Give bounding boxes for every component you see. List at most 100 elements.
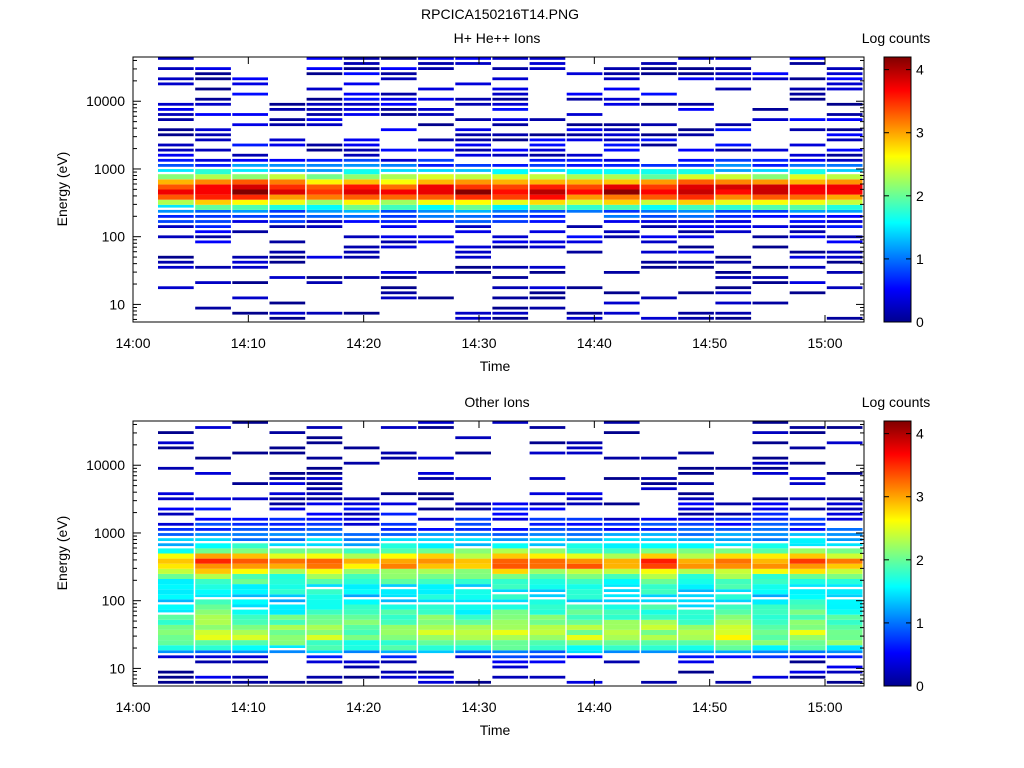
heatmap-cell bbox=[492, 286, 529, 290]
heatmap-cell bbox=[566, 502, 603, 506]
heatmap-cell bbox=[603, 614, 640, 620]
heatmap-cell bbox=[715, 579, 752, 585]
heatmap-cell bbox=[492, 215, 529, 218]
heatmap-cell bbox=[195, 113, 231, 116]
heatmap-cell bbox=[715, 301, 752, 305]
heatmap-cell bbox=[603, 179, 640, 185]
heatmap-cell bbox=[789, 158, 826, 162]
heatmap-cell bbox=[455, 568, 491, 574]
heatmap-cell bbox=[529, 477, 566, 480]
heatmap-cell bbox=[529, 265, 566, 269]
heatmap-cell bbox=[455, 82, 491, 86]
heatmap-cell bbox=[826, 128, 863, 132]
heatmap-cell bbox=[195, 497, 231, 501]
heatmap-cell bbox=[715, 271, 752, 274]
heatmap-cell bbox=[603, 72, 640, 76]
heatmap-cell bbox=[269, 123, 306, 127]
heatmap-cell bbox=[158, 624, 194, 630]
heatmap-cell bbox=[158, 533, 194, 536]
heatmap-cell bbox=[492, 512, 529, 516]
heatmap-cell bbox=[789, 670, 826, 674]
heatmap-cell bbox=[492, 164, 529, 167]
heatmap-cell bbox=[418, 614, 454, 620]
heatmap-cell bbox=[603, 199, 640, 205]
heatmap-cell bbox=[269, 522, 306, 526]
heatmap-cell bbox=[752, 614, 789, 620]
heatmap-cell bbox=[380, 645, 417, 651]
heatmap-cell bbox=[232, 158, 268, 162]
heatmap-cell bbox=[343, 502, 380, 506]
heatmap-cell bbox=[158, 640, 194, 646]
heatmap-cell bbox=[789, 169, 826, 175]
heatmap-cell bbox=[678, 245, 714, 249]
heatmap-cell bbox=[492, 67, 529, 70]
heatmap-cell bbox=[826, 548, 863, 554]
heatmap-cell bbox=[603, 189, 640, 195]
heatmap-cell bbox=[492, 199, 529, 205]
heatmap-cell bbox=[529, 640, 566, 646]
heatmap-cell bbox=[343, 599, 380, 605]
heatmap-cell bbox=[158, 599, 194, 603]
heatmap-cell bbox=[826, 507, 863, 511]
heatmap-cell bbox=[789, 204, 826, 210]
heatmap-cell bbox=[306, 174, 343, 180]
heatmap-cell bbox=[455, 143, 491, 147]
heatmap-cell bbox=[195, 472, 231, 475]
heatmap-cell bbox=[789, 594, 826, 600]
x-ticks: 14:00 14:10 14:20 14:30 14:40 14:50 15:00 bbox=[115, 57, 843, 351]
heatmap-cell bbox=[455, 619, 491, 625]
heatmap-cell bbox=[529, 609, 566, 615]
heatmap-cell bbox=[380, 579, 417, 585]
heatmap-cell bbox=[603, 164, 640, 167]
heatmap-cell bbox=[455, 164, 491, 167]
heatmap-cell bbox=[343, 650, 380, 654]
heatmap-cell bbox=[195, 568, 231, 574]
heatmap-cell bbox=[455, 128, 491, 132]
heatmap-cell bbox=[566, 614, 603, 620]
heatmap-cell bbox=[232, 189, 268, 195]
heatmap-cell bbox=[678, 497, 714, 501]
heatmap-cell bbox=[566, 609, 603, 615]
heatmap-cell bbox=[566, 169, 603, 175]
heatmap-cell bbox=[641, 629, 677, 635]
heatmap-cell bbox=[566, 599, 603, 603]
heatmap-cell bbox=[492, 316, 529, 320]
heatmap-cell bbox=[715, 594, 752, 600]
heatmap-cell bbox=[269, 179, 306, 185]
heatmap-cell bbox=[529, 306, 566, 310]
heatmap-cell bbox=[492, 148, 529, 152]
heatmap-cell bbox=[306, 512, 343, 516]
heatmap-cell bbox=[158, 553, 194, 559]
y-ticks: 10 100 1000 10000 bbox=[86, 423, 864, 684]
heatmap-cell bbox=[269, 143, 306, 147]
heatmap-cell bbox=[715, 77, 752, 81]
heatmap-cell bbox=[492, 235, 529, 239]
heatmap-cell bbox=[678, 589, 714, 592]
heatmap-cell bbox=[455, 209, 491, 213]
heatmap-cell bbox=[826, 426, 863, 429]
heatmap-cell bbox=[158, 184, 194, 190]
heatmap-cell bbox=[752, 199, 789, 205]
heatmap-cell bbox=[306, 538, 343, 541]
heatmap-cell bbox=[158, 675, 194, 679]
heatmap-cell bbox=[418, 553, 454, 559]
heatmap-cell bbox=[715, 466, 752, 470]
heatmap-cell bbox=[603, 271, 640, 274]
heatmap-cell bbox=[380, 102, 417, 106]
heatmap-cell bbox=[306, 548, 343, 554]
heatmap-cell bbox=[752, 472, 789, 475]
heatmap-cell bbox=[306, 609, 343, 615]
heatmap-cell bbox=[566, 113, 603, 116]
heatmap-cell bbox=[529, 143, 566, 147]
heatmap-cell bbox=[678, 482, 714, 485]
heatmap-cell bbox=[678, 624, 714, 630]
heatmap-cell bbox=[455, 245, 491, 249]
heatmap-cell bbox=[306, 589, 343, 595]
heatmap-cell bbox=[789, 635, 826, 641]
heatmap-cell bbox=[418, 87, 454, 91]
heatmap-cell bbox=[418, 497, 454, 501]
heatmap-cell bbox=[343, 220, 380, 223]
heatmap-cell bbox=[380, 174, 417, 180]
heatmap-cell bbox=[826, 604, 863, 610]
heatmap-cell bbox=[566, 240, 603, 244]
